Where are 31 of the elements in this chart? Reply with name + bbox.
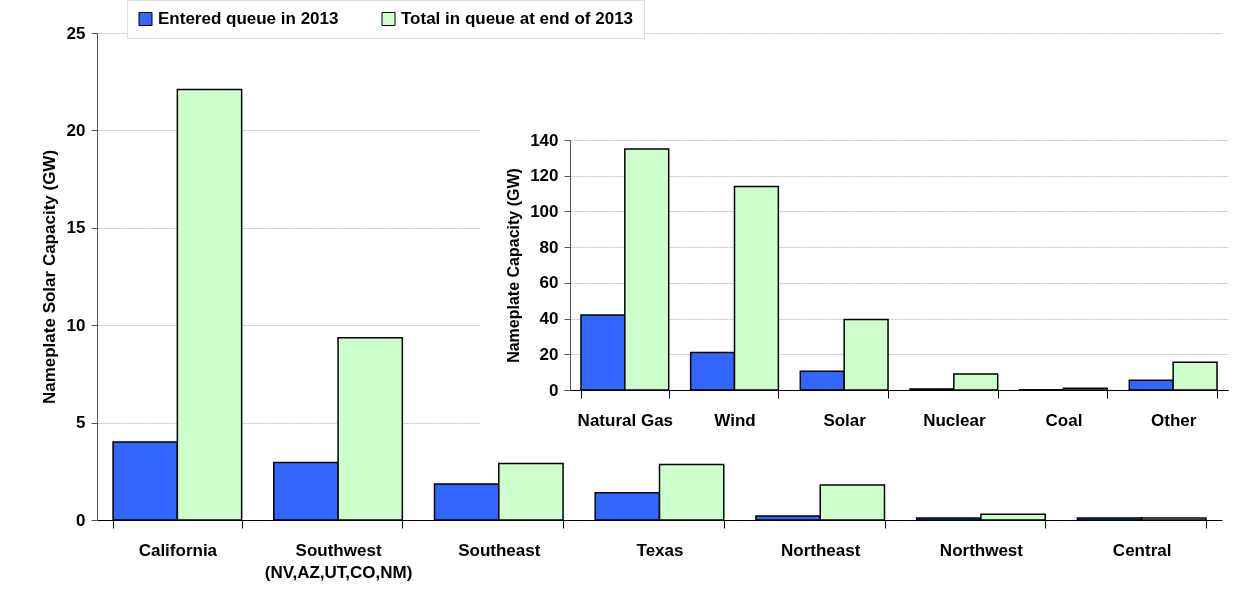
x-tick-label: Nuclear: [923, 410, 986, 430]
y-tick-label: 10: [66, 315, 86, 335]
x-tick-label: Coal: [1045, 410, 1083, 430]
y-tick-label: 20: [66, 120, 86, 140]
x-tick-label: Southwest (NV,AZ,UT,CO,NM): [264, 540, 413, 582]
y-tick-label: 5: [76, 413, 86, 433]
x-tick-label: Other: [1150, 410, 1197, 430]
y-tick-label: 15: [66, 218, 86, 238]
x-tick-label: Southeast: [458, 540, 541, 560]
y-tick-label: 0: [76, 510, 86, 530]
legend-label: Entered queue in 2013: [158, 8, 339, 28]
y-tick-label: 60: [539, 273, 559, 293]
y-tick-label: 40: [539, 309, 559, 329]
x-tick-label: Texas: [636, 540, 684, 560]
y-tick-label: 100: [530, 201, 559, 221]
y-axis-title: Nameplate Capacity (GW): [505, 168, 523, 363]
y-tick-label: 140: [530, 130, 559, 150]
y-tick-label: 0: [549, 380, 559, 400]
legend-label: Total in queue at end of 2013: [401, 8, 634, 28]
x-tick-label: Northeast: [781, 540, 861, 560]
x-tick-label: Natural Gas: [577, 410, 674, 430]
x-tick-label: Wind: [714, 410, 756, 430]
x-tick-label: Solar: [823, 410, 867, 430]
x-tick-label: Central: [1112, 540, 1172, 560]
y-axis-title: Nameplate Solar Capacity (GW): [39, 149, 59, 405]
y-tick-label: 20: [539, 344, 559, 364]
y-tick-label: 120: [530, 166, 559, 186]
x-tick-label: Northwest: [939, 540, 1024, 560]
y-tick-label: 80: [539, 237, 559, 257]
y-tick-label: 25: [66, 23, 86, 43]
x-tick-label: California: [138, 540, 218, 560]
